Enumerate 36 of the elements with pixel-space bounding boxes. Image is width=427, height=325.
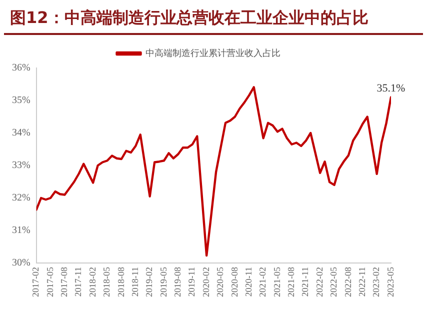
x-tick-label: 2019-05 <box>158 266 168 298</box>
y-tick-label: 32% <box>12 192 30 204</box>
x-tick-label: 2019-11 <box>186 267 197 297</box>
x-tick-label: 2021-08 <box>286 266 296 298</box>
x-tick-label: 2022-02 <box>314 267 324 298</box>
x-tick-label: 2020-05 <box>215 266 226 298</box>
y-tick-label: 35% <box>12 95 30 106</box>
x-tick-label: 2022-08 <box>342 266 353 298</box>
x-tick-label: 2017-08 <box>59 266 70 298</box>
y-tick-label: 33% <box>12 160 30 172</box>
x-tick-label: 2020-02 <box>200 267 211 298</box>
x-tick-label: 2019-02 <box>144 267 154 298</box>
x-tick-label: 2018-11 <box>130 267 140 297</box>
x-tick-label: 2017-11 <box>73 267 84 297</box>
x-tick-label: 2017-02 <box>30 267 41 298</box>
x-tick-label: 2018-05 <box>102 266 112 298</box>
y-tick-label: 34% <box>12 128 30 139</box>
x-tick-label: 2019-08 <box>172 266 183 298</box>
x-tick-label: 2018-02 <box>87 267 98 298</box>
x-tick-label: 2022-11 <box>356 267 367 297</box>
x-tick-label: 2020-08 <box>229 266 240 298</box>
y-tick-label: 30% <box>12 258 30 269</box>
chart-title: 图12：中高端制造行业总营收在工业企业中的占比 <box>4 0 423 35</box>
x-tick-label: 2018-08 <box>116 266 126 298</box>
annotation: 35.1% <box>376 82 406 95</box>
x-tick-label: 2021-11 <box>300 267 310 297</box>
y-tick-label: 31% <box>12 225 30 236</box>
x-tick-label: 2023-05 <box>385 266 396 298</box>
x-tick-label: 2021-02 <box>258 267 268 298</box>
x-tick-label: 2017-05 <box>44 266 55 298</box>
legend-label: 中高端制造行业累计营业收入占比 <box>145 48 280 59</box>
x-tick-label: 2021-05 <box>272 266 282 298</box>
x-tick-label: 2022-05 <box>328 266 339 298</box>
y-tick-label: 36% <box>12 62 30 74</box>
x-tick-label: 2020-11 <box>243 267 254 297</box>
x-tick-label: 2023-02 <box>371 267 382 298</box>
